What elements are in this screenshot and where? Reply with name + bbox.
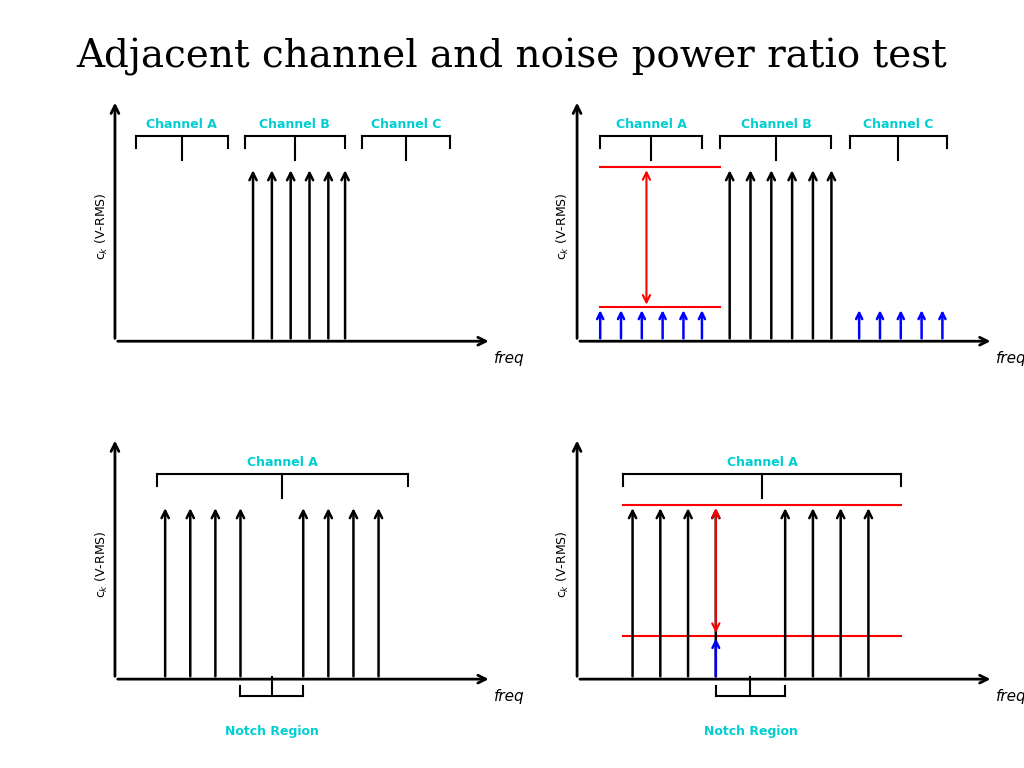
Text: Channel A: Channel A <box>247 456 317 469</box>
Text: Channel A: Channel A <box>146 118 217 131</box>
Text: freq: freq <box>995 351 1024 366</box>
Text: Adjacent channel and noise power ratio test: Adjacent channel and noise power ratio t… <box>77 38 947 76</box>
Text: Notch Region: Notch Region <box>225 725 318 738</box>
Text: freq: freq <box>995 689 1024 703</box>
Text: freq: freq <box>494 351 524 366</box>
Text: Channel C: Channel C <box>863 118 934 131</box>
Text: Channel B: Channel B <box>740 118 811 131</box>
Text: c$_k$ (V-RMS): c$_k$ (V-RMS) <box>94 531 111 598</box>
Text: c$_k$ (V-RMS): c$_k$ (V-RMS) <box>555 531 571 598</box>
Text: Channel A: Channel A <box>615 118 686 131</box>
Text: Channel A: Channel A <box>727 456 798 469</box>
Text: Channel B: Channel B <box>259 118 331 131</box>
Text: freq: freq <box>494 689 524 703</box>
Text: c$_k$ (V-RMS): c$_k$ (V-RMS) <box>94 193 111 260</box>
Text: Channel C: Channel C <box>371 118 441 131</box>
Text: Notch Region: Notch Region <box>703 725 798 738</box>
Text: c$_k$ (V-RMS): c$_k$ (V-RMS) <box>555 193 571 260</box>
